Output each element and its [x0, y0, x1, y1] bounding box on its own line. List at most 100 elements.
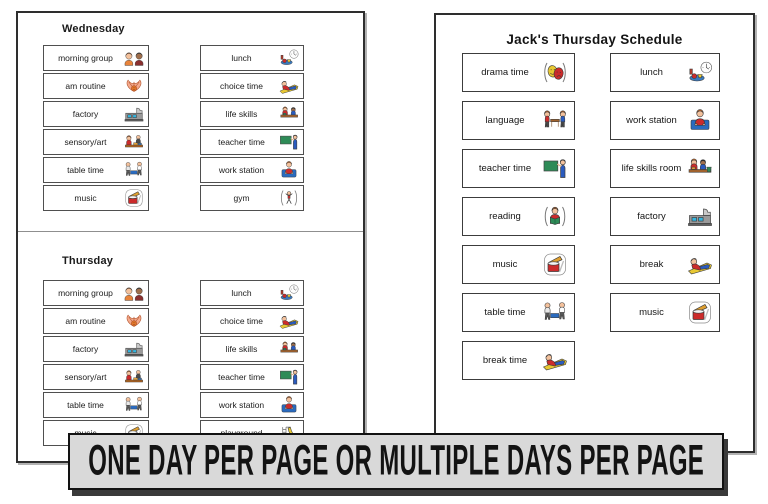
table-time-icon — [541, 300, 569, 325]
schedule-cell[interactable]: sensory/art — [43, 129, 149, 155]
cell-label: table time — [484, 307, 526, 318]
cell-label: morning group — [58, 53, 113, 63]
cell-label: teacher time — [218, 372, 265, 382]
schedule-cell[interactable]: am routine — [43, 308, 149, 334]
lunch-icon — [278, 283, 300, 303]
schedule-cell[interactable]: sensory/art — [43, 364, 149, 390]
cell-label: drama time — [481, 67, 529, 78]
cell-label: choice time — [220, 81, 263, 91]
cell-label: teacher time — [478, 163, 532, 174]
schedule-cell[interactable]: factory — [610, 197, 720, 236]
schedule-cell[interactable]: table time — [43, 157, 149, 183]
choice-time-icon — [278, 76, 300, 96]
jack-column-1: drama time language teacher time reading… — [462, 53, 575, 389]
cell-label: life skills — [225, 109, 258, 119]
gym-icon — [278, 188, 300, 208]
sensory-art-icon — [123, 132, 145, 152]
caption-text: ONE DAY PER PAGE OR MULTIPLE DAYS PER PA… — [88, 437, 704, 485]
cell-label: lunch — [231, 288, 252, 298]
break-icon — [686, 252, 714, 277]
schedule-cell[interactable]: life skills — [200, 101, 304, 127]
schedule-cell[interactable]: teacher time — [462, 149, 575, 188]
cell-label: work station — [218, 165, 265, 175]
cell-label: am routine — [65, 81, 106, 91]
cell-label: life skills room — [621, 163, 682, 174]
music-icon — [123, 188, 145, 208]
teacher-time-icon — [278, 132, 300, 152]
thursday-column-2: lunch choice time life skills teacher ti… — [200, 280, 304, 448]
schedule-cell[interactable]: work station — [200, 392, 304, 418]
schedule-cell[interactable]: factory — [43, 101, 149, 127]
schedule-cell[interactable]: music — [610, 293, 720, 332]
schedule-cell[interactable]: music — [462, 245, 575, 284]
life-skills-room-icon — [686, 156, 714, 181]
reading-icon — [541, 204, 569, 229]
sensory-art-icon — [123, 367, 145, 387]
schedule-cell[interactable]: break time — [462, 341, 575, 380]
schedule-cell[interactable]: teacher time — [200, 129, 304, 155]
factory-icon — [123, 339, 145, 359]
schedule-cell[interactable]: reading — [462, 197, 575, 236]
schedule-cell[interactable]: drama time — [462, 53, 575, 92]
cell-label: work station — [626, 115, 677, 126]
left-schedule-page: Wednesday morning group am routine facto… — [16, 11, 365, 463]
schedule-cell[interactable]: choice time — [200, 73, 304, 99]
schedule-cell[interactable]: lunch — [610, 53, 720, 92]
schedule-cell[interactable]: factory — [43, 336, 149, 362]
choice-time-icon — [278, 311, 300, 331]
life-skills-icon — [278, 104, 300, 124]
cell-label: language — [485, 115, 525, 126]
schedule-cell[interactable]: am routine — [43, 73, 149, 99]
am-routine-icon — [123, 76, 145, 96]
cell-label: reading — [489, 211, 521, 222]
schedule-cell[interactable]: choice time — [200, 308, 304, 334]
cell-label: life skills — [225, 344, 258, 354]
factory-icon — [686, 204, 714, 229]
schedule-cell[interactable]: work station — [200, 157, 304, 183]
cell-label: sensory/art — [64, 137, 107, 147]
cell-label: break time — [482, 355, 528, 366]
cell-label: teacher time — [218, 137, 265, 147]
language-icon — [541, 108, 569, 133]
schedule-cell[interactable]: teacher time — [200, 364, 304, 390]
schedule-cell[interactable]: lunch — [200, 45, 304, 71]
wednesday-title: Wednesday — [62, 23, 125, 35]
cell-label: factory — [72, 344, 99, 354]
schedule-cell[interactable]: work station — [610, 101, 720, 140]
cell-label: music — [492, 259, 518, 270]
schedule-cell[interactable]: break — [610, 245, 720, 284]
teacher-time-icon — [278, 367, 300, 387]
schedule-cell[interactable]: morning group — [43, 45, 149, 71]
work-station-icon — [278, 395, 300, 415]
schedule-cell[interactable]: life skills room — [610, 149, 720, 188]
cell-label: work station — [218, 400, 265, 410]
section-divider — [18, 231, 363, 232]
music-icon — [686, 300, 714, 325]
cell-label: lunch — [231, 53, 252, 63]
music-icon — [541, 252, 569, 277]
wednesday-column-2: lunch choice time life skills teacher ti… — [200, 45, 304, 213]
schedule-cell[interactable]: language — [462, 101, 575, 140]
schedule-cell[interactable]: music — [43, 185, 149, 211]
schedule-cell[interactable]: life skills — [200, 336, 304, 362]
cell-label: sensory/art — [64, 372, 107, 382]
factory-icon — [123, 104, 145, 124]
thursday-title: Thursday — [62, 255, 114, 267]
schedule-cell[interactable]: gym — [200, 185, 304, 211]
table-time-icon — [123, 395, 145, 415]
jack-column-2: lunch work station life skills room fact… — [610, 53, 720, 341]
am-routine-icon — [123, 311, 145, 331]
cell-label: music — [639, 307, 664, 318]
cell-label: am routine — [65, 316, 106, 326]
cell-label: morning group — [58, 288, 113, 298]
morning-group-icon — [123, 283, 145, 303]
work-station-icon — [686, 108, 714, 133]
schedule-cell[interactable]: lunch — [200, 280, 304, 306]
cell-label: gym — [233, 193, 250, 203]
schedule-cell[interactable]: morning group — [43, 280, 149, 306]
thursday-column-1: morning group am routine factory sensory… — [43, 280, 149, 448]
schedule-cell[interactable]: table time — [43, 392, 149, 418]
cell-label: lunch — [640, 67, 663, 78]
schedule-cell[interactable]: table time — [462, 293, 575, 332]
table-time-icon — [123, 160, 145, 180]
